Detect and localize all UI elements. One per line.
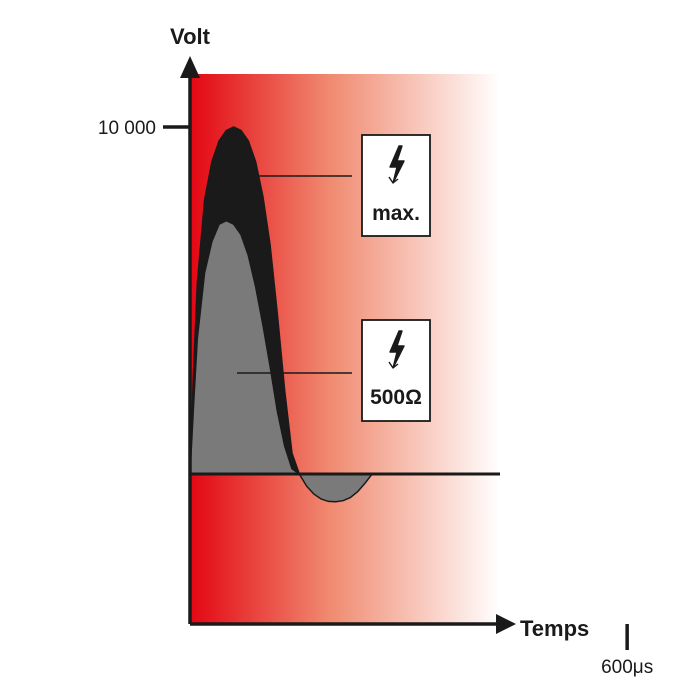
lightning-bolt-icon [388,330,405,369]
x-axis-arrow [496,614,516,634]
legend-label-max: max. [372,202,420,225]
legend-box-max: max. [361,134,431,237]
y-axis-arrow [180,56,200,78]
x-axis-title: Temps [520,616,589,641]
legend-label-500-ohm: 500Ω [370,386,422,409]
y-tick-label-0: 10 000 [98,118,156,139]
series-layer [189,126,374,503]
legend-box-500-ohm: 500Ω [361,319,431,422]
y-axis-title: Volt [170,24,211,49]
x-tick-label-0: 600μs [601,657,653,678]
tick-layer: 10 000 600μs [98,118,653,678]
series-area-2 [297,473,374,503]
series-area-1 [189,219,302,475]
lightning-bolt-icon [388,145,405,184]
